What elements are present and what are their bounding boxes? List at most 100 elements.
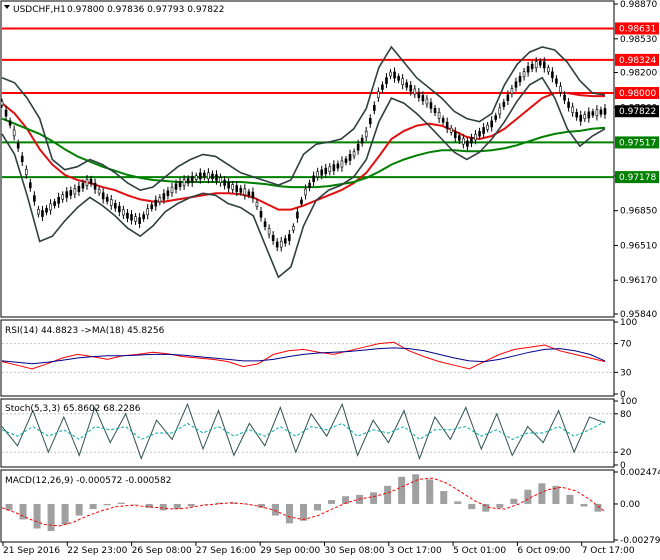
rsi-panel-frame bbox=[0, 319, 615, 397]
stoch-signal bbox=[1, 421, 606, 441]
candle-body bbox=[530, 63, 534, 69]
candle-body bbox=[20, 155, 24, 163]
rsi-panel: 100 70 30 0 bbox=[1, 318, 637, 400]
macd-y-tick-label: -0.002791 bbox=[620, 536, 660, 546]
level-tag-label: 0.97517 bbox=[619, 138, 656, 148]
candle-body bbox=[85, 179, 89, 186]
level-tag-label: 0.98000 bbox=[619, 89, 656, 99]
macd-bar bbox=[159, 503, 167, 511]
x-tick-label: 30 Sep 08:00 bbox=[325, 546, 385, 556]
x-tick-label: 6 Oct 09:00 bbox=[517, 546, 570, 556]
rsi-y-tick-label: 70 bbox=[620, 340, 632, 350]
candle-body bbox=[190, 175, 194, 183]
candle-body bbox=[385, 77, 388, 84]
candle-body bbox=[462, 138, 465, 145]
price-candles bbox=[0, 57, 607, 252]
macd-bar bbox=[426, 479, 434, 504]
candle-body bbox=[203, 172, 206, 178]
candle-body bbox=[247, 191, 251, 196]
candle-body bbox=[77, 185, 81, 193]
price-panel-frame bbox=[0, 0, 615, 318]
candle-body bbox=[93, 182, 97, 190]
macd-bar bbox=[342, 496, 350, 504]
candle-body bbox=[215, 174, 218, 181]
candle-body bbox=[130, 214, 133, 221]
candle-body bbox=[498, 107, 502, 115]
candle-body bbox=[336, 163, 340, 169]
price-y-tick-label: 0.95840 bbox=[620, 310, 657, 320]
candle-body bbox=[449, 127, 453, 133]
current-price-label: 0.97822 bbox=[619, 107, 656, 117]
candle-body bbox=[312, 175, 315, 183]
price-y-axis: 0.988700.985300.982000.978600.971900.968… bbox=[614, 0, 657, 320]
macd-bar bbox=[75, 503, 83, 516]
candle-body bbox=[389, 71, 392, 77]
candle-body bbox=[429, 102, 433, 109]
candle-body bbox=[243, 188, 247, 196]
candle-body bbox=[12, 129, 16, 137]
candle-body bbox=[538, 60, 542, 66]
candle-body bbox=[194, 175, 198, 180]
candle-body bbox=[381, 84, 384, 90]
macd-bar bbox=[454, 501, 462, 504]
macd-bar bbox=[61, 503, 69, 525]
candle-body bbox=[417, 91, 421, 98]
x-tick-label: 7 Oct 17:00 bbox=[582, 546, 635, 556]
chart-menu-triangle-icon[interactable] bbox=[4, 5, 10, 9]
candle-body bbox=[255, 201, 259, 207]
current-price-tag bbox=[615, 105, 659, 118]
candle-body bbox=[377, 91, 380, 98]
macd-bar bbox=[257, 503, 265, 508]
candle-body bbox=[118, 205, 121, 213]
candle-body bbox=[433, 107, 437, 113]
candle-body bbox=[279, 240, 283, 248]
candle-body bbox=[300, 199, 303, 205]
candle-body bbox=[4, 109, 8, 117]
macd-bar bbox=[89, 503, 97, 510]
level-tag bbox=[615, 53, 659, 66]
rsi-y-tick-label: 100 bbox=[620, 318, 637, 328]
candle-body bbox=[364, 130, 368, 138]
candle-body bbox=[53, 201, 56, 206]
price-level-lines bbox=[2, 27, 614, 179]
rsi-title: RSI(14) 44.8823 ->MA(18) 45.8256 bbox=[5, 326, 165, 336]
candle-body bbox=[101, 192, 105, 200]
macd-bar bbox=[314, 503, 322, 511]
symbol-label: USDCHF,H1 bbox=[13, 5, 66, 15]
macd-bar bbox=[103, 503, 111, 506]
rsi-y-tick-label: 0 bbox=[620, 390, 626, 400]
candle-body bbox=[308, 182, 311, 189]
candle-body bbox=[466, 140, 469, 147]
macd-bar bbox=[594, 503, 602, 512]
candle-body bbox=[409, 85, 413, 92]
macd-bar bbox=[552, 485, 560, 504]
price-series-lines bbox=[1, 45, 606, 279]
candle-body bbox=[348, 154, 352, 161]
series-band-lower bbox=[1, 76, 606, 279]
candle-body bbox=[583, 114, 587, 120]
candle-body bbox=[146, 208, 149, 216]
candle-body bbox=[231, 184, 234, 190]
price-y-tick-label: 0.98870 bbox=[620, 0, 657, 10]
candle-body bbox=[158, 197, 162, 203]
x-tick-label: 22 Sep 23:00 bbox=[67, 546, 127, 556]
candle-body bbox=[126, 212, 129, 219]
candle-body bbox=[405, 82, 408, 88]
candle-body bbox=[122, 209, 125, 216]
candle-body bbox=[356, 143, 360, 151]
candle-body bbox=[332, 164, 336, 171]
candle-body bbox=[458, 135, 461, 141]
candle-body bbox=[587, 111, 591, 119]
candle-body bbox=[24, 169, 28, 176]
candle-body bbox=[16, 142, 20, 149]
candle-body bbox=[138, 217, 141, 224]
candle-body bbox=[559, 86, 562, 93]
candle-body bbox=[534, 61, 538, 69]
macd-bar bbox=[201, 503, 209, 505]
candle-body bbox=[114, 203, 117, 209]
candle-body bbox=[551, 71, 554, 79]
candle-body bbox=[393, 71, 396, 79]
macd-bar bbox=[538, 483, 546, 504]
candle-body bbox=[401, 78, 404, 86]
